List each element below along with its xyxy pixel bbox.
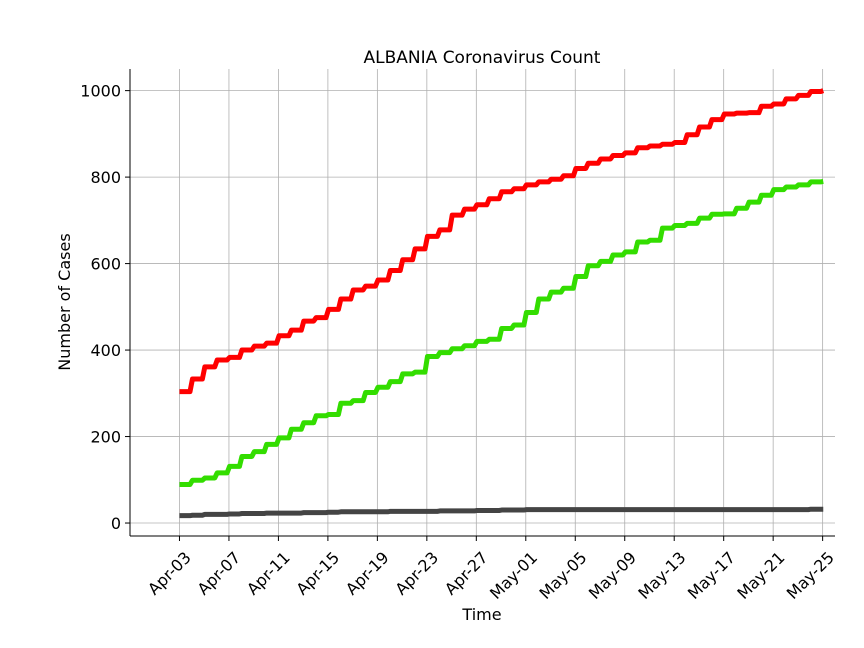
series-recovered bbox=[179, 178, 824, 488]
y-tick-label: 800 bbox=[90, 168, 121, 187]
y-tick-label: 400 bbox=[90, 341, 121, 360]
x-tick-label: May-17 bbox=[684, 548, 739, 603]
series-layer bbox=[179, 88, 825, 519]
x-axis-label: Time bbox=[461, 605, 501, 624]
y-axis-label: Number of Cases bbox=[55, 233, 74, 370]
x-tick-label: May-13 bbox=[634, 548, 689, 603]
grid bbox=[130, 69, 835, 536]
chart-title: ALBANIA Coronavirus Count bbox=[364, 48, 601, 68]
x-tick-label: Apr-19 bbox=[342, 548, 393, 599]
series-deaths bbox=[179, 506, 824, 519]
x-tick-label: May-09 bbox=[585, 548, 640, 603]
x-tick-label: Apr-03 bbox=[144, 548, 195, 599]
x-tick-label: Apr-15 bbox=[292, 548, 343, 599]
x-tick-label: May-25 bbox=[783, 548, 838, 603]
y-tick-label: 0 bbox=[111, 514, 121, 533]
x-tick-label: May-21 bbox=[733, 548, 788, 603]
x-tick-label: Apr-11 bbox=[243, 548, 294, 599]
y-tick-label: 200 bbox=[90, 428, 121, 447]
y-tick-label: 600 bbox=[90, 255, 121, 274]
y-tick-label: 1000 bbox=[80, 82, 121, 101]
x-tick-label: May-01 bbox=[486, 548, 541, 603]
x-tick-label: Apr-07 bbox=[193, 548, 244, 599]
x-tick-label: Apr-27 bbox=[441, 548, 492, 599]
series-confirmed bbox=[179, 88, 825, 395]
x-tick-label: May-05 bbox=[535, 548, 590, 603]
x-tick-label: Apr-23 bbox=[391, 548, 442, 599]
